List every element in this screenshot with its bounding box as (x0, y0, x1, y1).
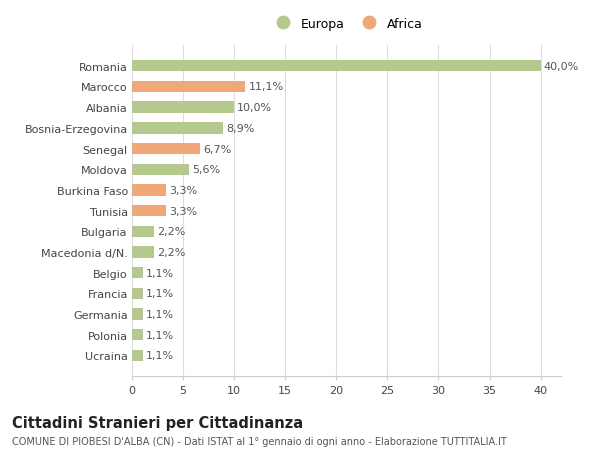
Bar (132, 61, 541, 72)
Text: COMUNE DI PIOBESI D'ALBA (CN) - Dati ISTAT al 1° gennaio di ogni anno - Elaboraz: COMUNE DI PIOBESI D'ALBA (CN) - Dati IST… (12, 436, 507, 446)
Text: 1,1%: 1,1% (146, 309, 175, 319)
Bar (132, 102, 234, 113)
Bar (132, 288, 143, 299)
Text: 10,0%: 10,0% (237, 103, 272, 113)
Legend: Europa, Africa: Europa, Africa (265, 12, 428, 35)
Text: 1,1%: 1,1% (146, 289, 175, 299)
Text: Cittadini Stranieri per Cittadinanza: Cittadini Stranieri per Cittadinanza (12, 415, 303, 431)
Bar (132, 330, 143, 341)
Bar (132, 206, 166, 217)
Bar (132, 164, 189, 175)
Text: 11,1%: 11,1% (248, 82, 284, 92)
Bar (132, 82, 245, 93)
Bar (132, 268, 143, 279)
Bar (132, 185, 166, 196)
Bar (132, 350, 143, 361)
Text: 1,1%: 1,1% (146, 268, 175, 278)
Text: 3,3%: 3,3% (169, 206, 197, 216)
Text: 1,1%: 1,1% (146, 330, 175, 340)
Bar (132, 309, 143, 320)
Bar (132, 123, 223, 134)
Bar (132, 247, 154, 258)
Text: 2,2%: 2,2% (158, 247, 186, 257)
Text: 6,7%: 6,7% (203, 144, 232, 154)
Text: 3,3%: 3,3% (169, 185, 197, 196)
Text: 1,1%: 1,1% (146, 351, 175, 361)
Text: 5,6%: 5,6% (192, 165, 220, 175)
Text: 40,0%: 40,0% (544, 62, 579, 72)
Bar (132, 144, 200, 155)
Bar (132, 226, 154, 237)
Text: 8,9%: 8,9% (226, 123, 254, 134)
Text: 2,2%: 2,2% (158, 227, 186, 237)
